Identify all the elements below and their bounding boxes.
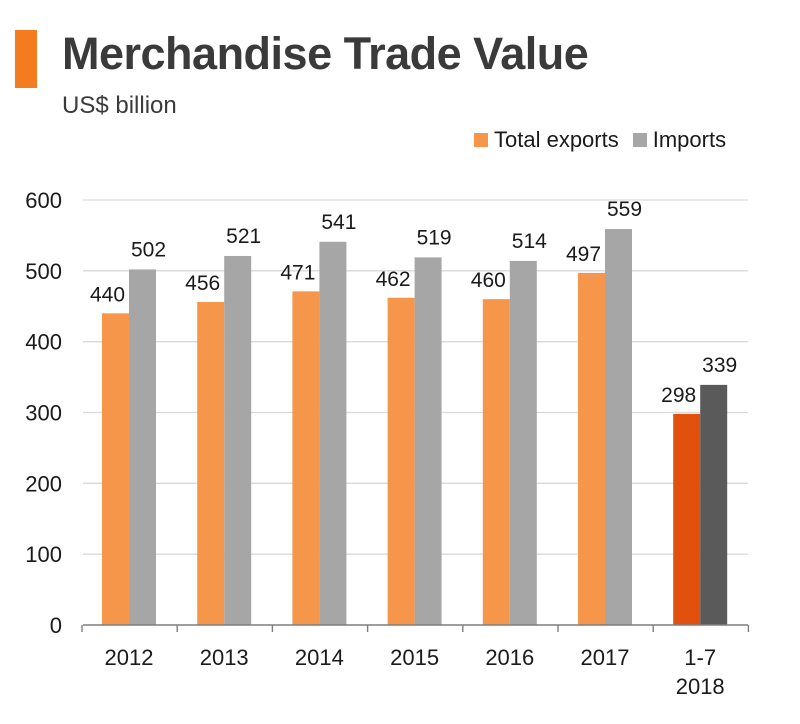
y-tick-label: 100: [25, 542, 62, 567]
legend-label-imports: Imports: [652, 127, 727, 152]
y-tick-label: 200: [25, 471, 62, 496]
bar-exports: [482, 299, 510, 625]
title-accent-bar: [15, 30, 37, 88]
bar-imports: [509, 260, 537, 625]
data-label-imports: 541: [321, 211, 356, 234]
bar-exports: [292, 291, 320, 625]
data-label-imports: 339: [702, 354, 737, 377]
data-label-exports: 462: [376, 268, 411, 291]
legend-item-exports: Total exports: [474, 127, 619, 153]
legend-swatch-exports: [474, 133, 488, 147]
legend-label-exports: Total exports: [494, 127, 619, 152]
data-label-imports: 502: [131, 238, 166, 261]
data-label-imports: 519: [417, 226, 452, 249]
bar-exports: [197, 302, 225, 625]
x-tick-label: 2016: [485, 645, 534, 670]
data-label-exports: 440: [90, 283, 125, 306]
y-tick-label: 400: [25, 330, 62, 355]
bar-imports: [129, 269, 156, 625]
x-tick-label: 2013: [200, 645, 249, 670]
bar-imports: [224, 255, 252, 626]
y-tick-label: 500: [25, 259, 62, 284]
bar-imports: [319, 241, 347, 625]
bar-imports: [414, 257, 442, 625]
y-tick-label: 0: [50, 613, 62, 638]
bar-exports: [673, 413, 701, 625]
chart-subtitle: US$ billion: [62, 92, 177, 119]
x-tick-label: 2017: [581, 645, 630, 670]
bar-imports: [605, 229, 632, 625]
legend: Total exports Imports: [474, 127, 726, 153]
x-tick-label: 2015: [390, 645, 439, 670]
y-tick-label: 600: [25, 188, 62, 213]
x-tick-label: 2012: [105, 645, 154, 670]
data-label-exports: 460: [471, 269, 506, 292]
legend-item-imports: Imports: [632, 127, 727, 153]
data-label-imports: 559: [607, 198, 642, 221]
x-tick-label: 1-7 2018: [676, 645, 725, 699]
data-label-exports: 298: [661, 384, 696, 407]
data-label-exports: 456: [185, 272, 220, 295]
bar-exports: [578, 272, 605, 625]
data-label-exports: 497: [566, 243, 601, 266]
bar-exports: [387, 297, 415, 625]
chart-title: Merchandise Trade Value: [62, 28, 589, 79]
data-label-imports: 514: [512, 230, 547, 253]
bar-imports: [700, 384, 728, 625]
data-label-exports: 471: [280, 261, 315, 284]
x-tick-label: 2014: [295, 645, 344, 670]
data-label-imports: 521: [226, 225, 261, 248]
legend-swatch-imports: [632, 133, 647, 147]
bar-exports: [102, 313, 129, 625]
y-tick-label: 300: [25, 401, 62, 426]
